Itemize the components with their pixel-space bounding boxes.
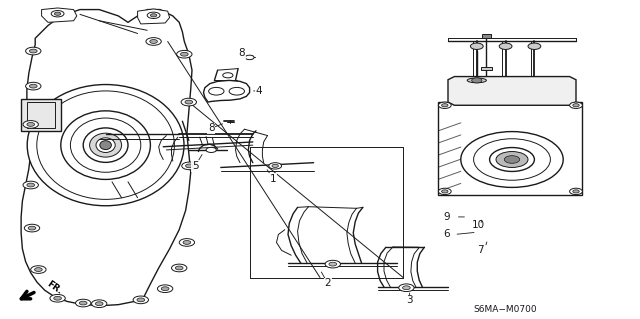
Text: S6MA−M0700: S6MA−M0700 — [474, 305, 538, 314]
Polygon shape — [204, 80, 250, 102]
Text: 5: 5 — [192, 161, 198, 171]
Circle shape — [175, 266, 183, 270]
Text: 1: 1 — [270, 174, 276, 184]
Text: 9: 9 — [444, 212, 450, 222]
Ellipse shape — [28, 85, 184, 206]
Text: 10: 10 — [472, 220, 485, 230]
Circle shape — [35, 268, 42, 271]
Circle shape — [137, 298, 145, 302]
Circle shape — [26, 82, 41, 90]
Circle shape — [223, 73, 233, 78]
Circle shape — [185, 100, 193, 104]
Circle shape — [51, 11, 64, 17]
Circle shape — [29, 84, 37, 88]
Text: 3: 3 — [406, 295, 413, 306]
Circle shape — [54, 12, 61, 15]
Ellipse shape — [461, 132, 563, 188]
Circle shape — [438, 102, 451, 108]
Circle shape — [79, 301, 87, 305]
Circle shape — [24, 224, 40, 232]
Circle shape — [23, 121, 38, 128]
Ellipse shape — [90, 133, 122, 157]
Ellipse shape — [467, 78, 486, 83]
Circle shape — [209, 87, 224, 95]
Ellipse shape — [37, 91, 174, 199]
Circle shape — [147, 12, 160, 19]
Polygon shape — [138, 9, 170, 24]
Circle shape — [269, 163, 282, 169]
Circle shape — [150, 14, 157, 17]
Circle shape — [182, 162, 197, 170]
Circle shape — [177, 50, 192, 58]
Circle shape — [329, 262, 337, 266]
Circle shape — [206, 147, 216, 152]
Text: 4: 4 — [256, 86, 262, 96]
Ellipse shape — [61, 111, 150, 179]
Circle shape — [23, 181, 38, 189]
Circle shape — [157, 285, 173, 293]
Text: 8: 8 — [239, 48, 245, 58]
Circle shape — [442, 190, 448, 193]
Text: 7: 7 — [477, 245, 483, 256]
Circle shape — [442, 104, 448, 107]
Ellipse shape — [96, 138, 115, 152]
Circle shape — [528, 43, 541, 49]
Circle shape — [186, 164, 193, 168]
Circle shape — [229, 87, 244, 95]
Circle shape — [573, 190, 579, 193]
Circle shape — [499, 43, 512, 49]
Ellipse shape — [70, 118, 141, 172]
Polygon shape — [21, 10, 192, 306]
Circle shape — [504, 156, 520, 163]
Circle shape — [470, 43, 483, 49]
Circle shape — [146, 38, 161, 45]
Circle shape — [472, 78, 482, 83]
Circle shape — [29, 49, 37, 53]
Text: FR.: FR. — [45, 280, 63, 296]
Circle shape — [570, 102, 582, 108]
Circle shape — [150, 40, 157, 43]
Polygon shape — [482, 34, 491, 38]
Circle shape — [180, 52, 188, 56]
Ellipse shape — [474, 139, 550, 180]
Circle shape — [325, 260, 340, 268]
Circle shape — [272, 164, 278, 167]
Text: 6: 6 — [443, 229, 449, 240]
Ellipse shape — [490, 147, 534, 172]
Circle shape — [76, 299, 91, 307]
Circle shape — [27, 183, 35, 187]
Text: 2: 2 — [324, 278, 331, 288]
Circle shape — [179, 239, 195, 246]
Circle shape — [245, 55, 254, 60]
Circle shape — [54, 296, 61, 300]
Polygon shape — [42, 8, 77, 22]
Circle shape — [26, 47, 41, 55]
Polygon shape — [21, 99, 61, 131]
Circle shape — [570, 188, 582, 195]
Circle shape — [438, 188, 451, 195]
Circle shape — [50, 294, 65, 302]
Circle shape — [28, 226, 36, 230]
Circle shape — [172, 264, 187, 272]
Polygon shape — [481, 67, 492, 70]
Circle shape — [95, 302, 103, 306]
Polygon shape — [438, 102, 582, 195]
Text: 8: 8 — [208, 123, 214, 133]
Circle shape — [399, 284, 414, 292]
Polygon shape — [448, 77, 576, 105]
Circle shape — [403, 286, 410, 290]
Ellipse shape — [100, 141, 111, 150]
Circle shape — [181, 98, 196, 106]
Circle shape — [133, 296, 148, 304]
Ellipse shape — [83, 128, 128, 162]
Circle shape — [161, 287, 169, 291]
Circle shape — [27, 122, 35, 126]
Circle shape — [496, 152, 528, 167]
Circle shape — [31, 266, 46, 273]
Circle shape — [92, 300, 107, 308]
Circle shape — [573, 104, 579, 107]
Circle shape — [183, 241, 191, 244]
